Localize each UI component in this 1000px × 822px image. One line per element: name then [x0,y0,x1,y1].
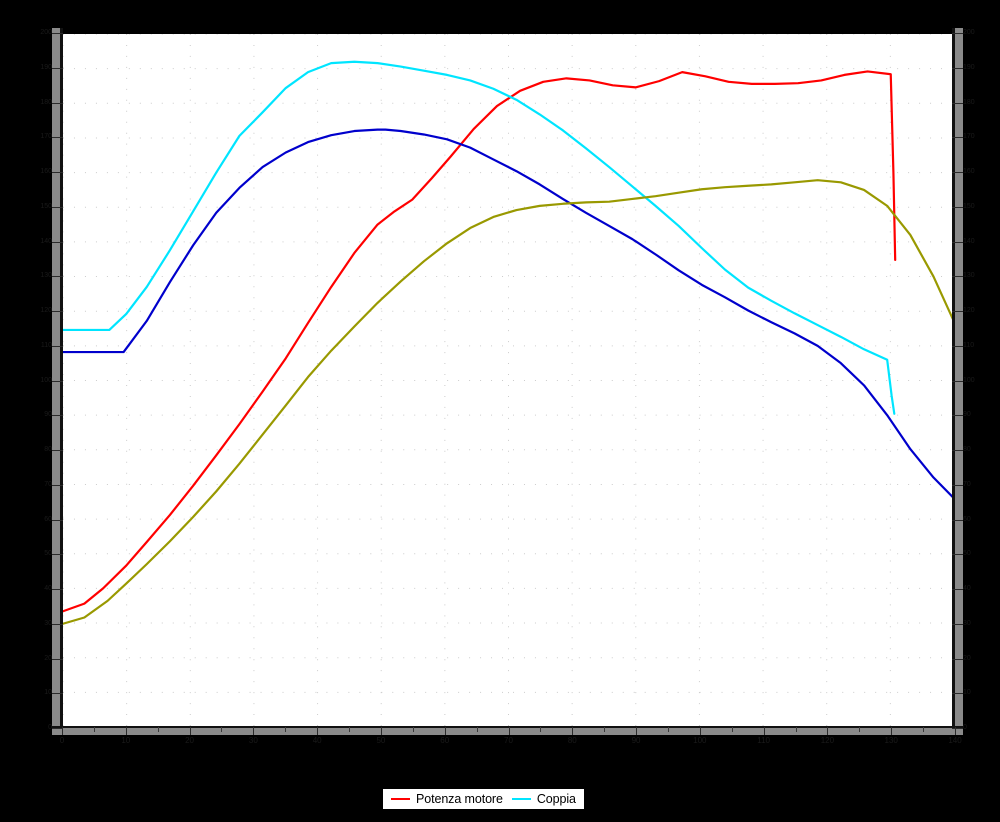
y-tick-label-right: 40 [963,585,971,592]
x-tick-label: 90 [631,736,641,745]
legend-label-coppia: Coppia [536,792,576,806]
y-tick-label: 70 [44,480,52,488]
legend-entry-coppia: Coppia [511,792,576,806]
y-tick-label-right: 10 [963,689,971,697]
x-tick-label: 130 [884,736,898,745]
series-line [63,70,897,613]
y-tick-label: 10 [44,689,52,697]
y-tick-label-right: 70 [963,480,971,488]
legend-swatch-coppia [511,798,531,800]
x-axis [52,726,963,735]
y-tick-label: 100 [40,376,52,384]
series-line [63,60,896,415]
y-tick-label: 20 [44,654,52,662]
legend-label-potenza-motore: Potenza motore [416,792,503,806]
plot-area [62,33,955,728]
x-tick-label: 40 [312,736,322,745]
y-axis-right [952,28,963,731]
y-tick-label: 130 [40,272,52,280]
y-tick-label-right: 0 [963,724,967,731]
y-tick-label-right: 150 [963,202,975,210]
y-tick-label: 180 [40,98,52,106]
y-tick-label-right: 50 [963,550,971,558]
data-curves [63,60,954,625]
y-tick-label: 190 [40,63,52,71]
y-tick-label: 0 [48,724,52,731]
x-tick-label: 10 [121,736,131,745]
x-tick-label: 20 [185,736,195,745]
y-tick-label: 80 [44,446,52,453]
y-tick-label: 30 [44,619,52,627]
y-tick-label-right: 30 [963,619,971,627]
y-tick-label-right: 130 [963,272,975,280]
y-tick-label-right: 20 [963,654,971,662]
y-tick-label: 140 [40,237,52,245]
legend-entry-potenza-motore: Potenza motore [391,792,503,806]
x-tick-label: 30 [248,736,258,745]
y-tick-label-right: 170 [963,133,975,141]
y-tick-label-right: 190 [963,63,975,71]
y-tick-label-right: 120 [963,307,975,314]
y-tick-label: 160 [40,168,52,175]
y-tick-label-right: 180 [963,98,975,106]
y-tick-label: 200 [40,29,52,36]
y-tick-label: 40 [44,585,52,592]
y-tick-label-right: 100 [963,376,975,384]
y-tick-label-right: 160 [963,168,975,175]
chart-legend: Potenza motore Coppia [382,788,585,810]
y-tick-label-right: 110 [963,341,975,349]
y-tick-label: 120 [40,307,52,314]
y-tick-label-right: 80 [963,446,971,453]
x-tick-label: 100 [693,736,707,745]
y-tick-label-right: 60 [963,515,971,523]
series-line [63,179,954,625]
y-tick-label: 110 [40,341,52,349]
y-tick-label: 170 [40,133,52,141]
y-axis-right-labels: 200 190 180 170 160 150 140 130 120 110 100 90 80 70 6… [963,0,1000,822]
x-tick-label: 110 [757,736,771,745]
y-tick-label: 60 [44,515,52,523]
y-tick-label: 150 [40,202,52,210]
series-line [63,128,954,500]
y-tick-label-right: 90 [963,411,971,419]
x-tick-label: 70 [504,736,513,745]
y-tick-label: 50 [44,550,52,558]
y-tick-label-right: 140 [963,237,975,245]
x-tick-label: 60 [440,736,450,745]
x-tick-label: 120 [820,736,835,745]
y-axis-left [52,28,63,731]
y-axis-left-labels: 200 190 180 170 160 150 140 130 120 110 100 90 80 70 6… [0,0,52,822]
legend-swatch-potenza-motore [391,798,410,800]
x-tick-label: 50 [376,736,386,745]
x-tick-label: 80 [567,736,577,745]
y-tick-label-right: 200 [963,29,975,36]
y-tick-label: 90 [44,411,52,419]
